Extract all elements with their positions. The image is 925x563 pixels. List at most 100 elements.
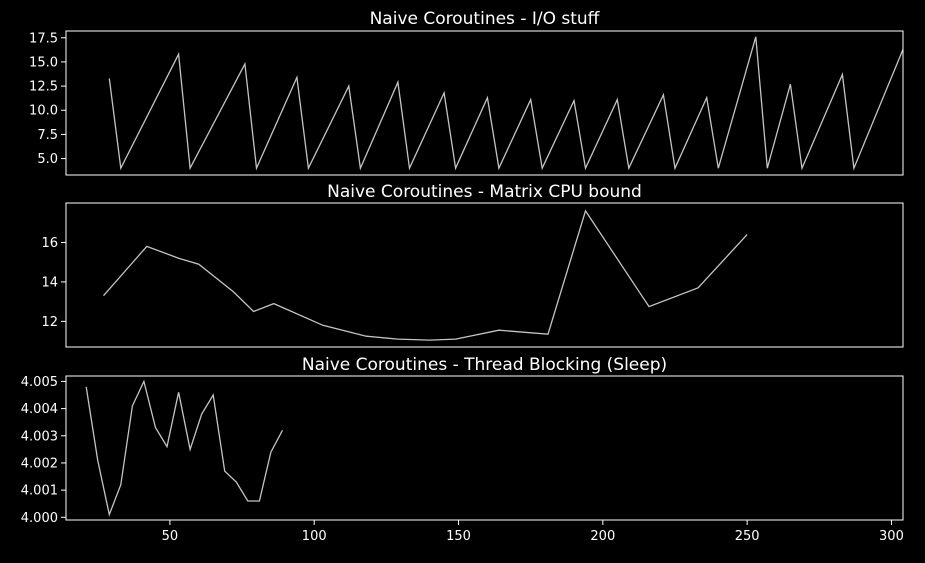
data-point	[177, 257, 179, 259]
data-point	[307, 167, 309, 169]
data-point	[397, 81, 399, 83]
data-point	[108, 513, 110, 515]
subplot-title: Naive Coroutines - I/O stuff	[370, 9, 601, 29]
y-tick-label: 4.002	[21, 456, 58, 471]
data-point	[397, 338, 399, 340]
data-point	[801, 167, 803, 169]
y-tick-label: 4.000	[21, 511, 58, 526]
data-point	[853, 167, 855, 169]
data-point	[766, 167, 768, 169]
data-point	[454, 167, 456, 169]
x-tick-label: 150	[446, 529, 471, 544]
data-point	[281, 429, 283, 431]
data-point	[717, 167, 719, 169]
data-point	[201, 413, 203, 415]
data-point	[789, 83, 791, 85]
data-point	[212, 394, 214, 396]
data-point	[530, 98, 532, 100]
data-point	[746, 233, 748, 235]
x-tick-label: 100	[302, 529, 327, 544]
data-point	[270, 451, 272, 453]
data-point	[244, 63, 246, 65]
data-point	[198, 263, 200, 265]
data-point	[131, 405, 133, 407]
data-point	[166, 445, 168, 447]
subplot-title: Naive Coroutines - Matrix CPU bound	[327, 182, 642, 202]
data-point	[120, 484, 122, 486]
data-point	[443, 92, 445, 94]
data-point	[584, 167, 586, 169]
subplot-1: Naive Coroutines - I/O stuff 5.0 7.5 10.0 12…	[29, 9, 904, 176]
data-point	[348, 85, 350, 87]
data-point	[177, 391, 179, 393]
y-tick-label: 16	[41, 236, 58, 251]
data-point	[541, 167, 543, 169]
series-line	[108, 36, 904, 171]
data-point	[706, 97, 708, 99]
y-tick-label: 4.005	[21, 375, 58, 390]
data-point	[359, 167, 361, 169]
subplot-3: Naive Coroutines - Thread Blocking (Slee…	[21, 355, 904, 544]
data-point	[841, 73, 843, 75]
data-point	[648, 305, 650, 307]
data-point	[408, 167, 410, 169]
subplot-2: Naive Coroutines - Matrix CPU bound 12 14 1…	[41, 182, 904, 348]
data-point	[97, 459, 99, 461]
data-point	[273, 302, 275, 304]
data-point	[322, 324, 324, 326]
data-point	[616, 98, 618, 100]
data-point	[247, 500, 249, 502]
data-point	[232, 291, 234, 293]
data-point	[177, 53, 179, 55]
data-point	[662, 94, 664, 96]
plot-frame	[65, 202, 904, 348]
data-point	[429, 339, 431, 341]
y-tick-label: 14	[41, 275, 58, 290]
y-tick-label: 4.003	[21, 429, 58, 444]
data-point	[547, 333, 549, 335]
data-point	[146, 245, 148, 247]
x-tick-label: 200	[590, 529, 615, 544]
data-point	[85, 386, 87, 388]
y-tick-label: 4.001	[21, 484, 58, 499]
data-point	[498, 167, 500, 169]
data-point	[189, 448, 191, 450]
y-tick-label: 12.5	[29, 80, 58, 95]
data-point	[486, 97, 488, 99]
series-line	[103, 209, 748, 341]
data-point	[365, 335, 367, 337]
data-point	[755, 36, 757, 38]
data-point	[154, 426, 156, 428]
series-line	[85, 379, 284, 517]
data-point	[224, 470, 226, 472]
data-point	[674, 167, 676, 169]
data-point	[255, 167, 257, 169]
x-tick-label: 300	[879, 529, 904, 544]
data-point	[697, 287, 699, 289]
data-point	[258, 500, 260, 502]
y-tick-label: 10.0	[29, 104, 58, 119]
y-tick-label: 7.5	[37, 128, 58, 143]
x-tick-label: 50	[162, 529, 179, 544]
data-point	[573, 99, 575, 101]
plot-frame	[65, 30, 904, 176]
data-point	[102, 295, 104, 297]
y-tick-label: 17.5	[29, 31, 58, 46]
subplot-title: Naive Coroutines - Thread Blocking (Slee…	[302, 355, 667, 375]
y-tick-label: 12	[41, 315, 58, 330]
data-point	[189, 167, 191, 169]
y-tick-label: 15.0	[29, 55, 58, 70]
data-point	[252, 310, 254, 312]
data-point	[296, 76, 298, 78]
data-point	[498, 329, 500, 331]
data-point	[454, 338, 456, 340]
data-point	[584, 210, 586, 212]
data-point	[143, 380, 145, 382]
data-point	[628, 167, 630, 169]
data-point	[108, 77, 110, 79]
y-tick-label: 5.0	[37, 152, 58, 167]
data-point	[235, 481, 237, 483]
plot-frame	[65, 375, 904, 521]
data-point	[120, 167, 122, 169]
